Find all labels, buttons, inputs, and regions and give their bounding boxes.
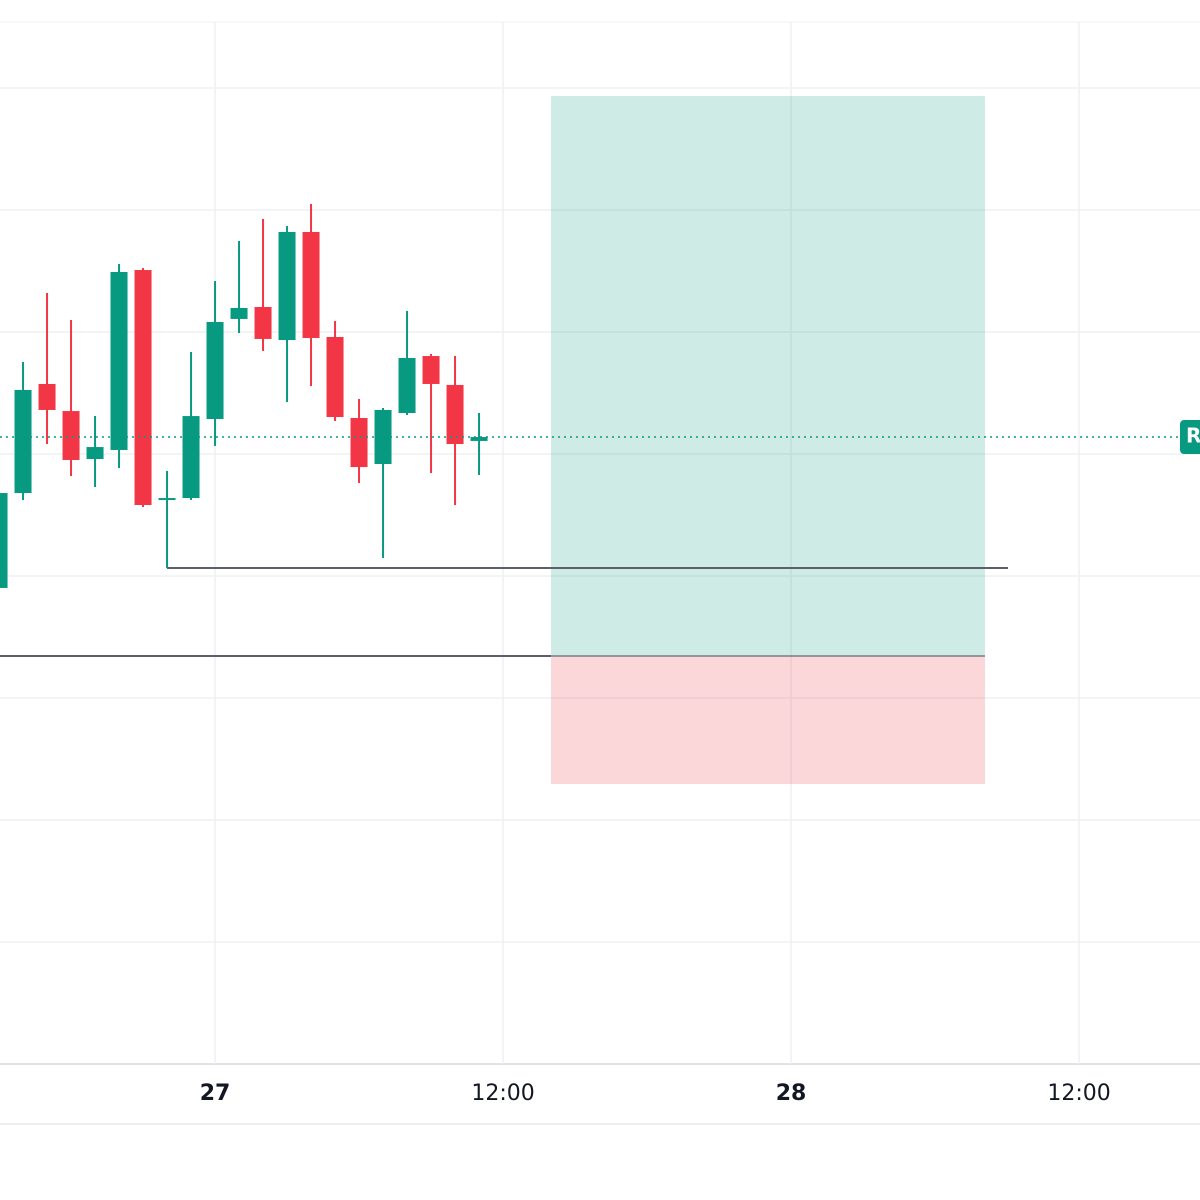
candle-body: [278, 231, 296, 341]
candle-body: [110, 271, 128, 450]
candle-body: [230, 307, 248, 319]
candle-body: [254, 306, 272, 339]
candle-body: [422, 356, 440, 384]
x-tick-label: 12:00: [471, 1081, 534, 1106]
candle-body: [182, 416, 200, 499]
candle-body: [38, 383, 56, 410]
candle-body: [134, 270, 152, 505]
x-tick-label: 27: [200, 1081, 231, 1106]
x-tick-label: 12:00: [1047, 1081, 1110, 1106]
candle-body: [14, 389, 32, 494]
candle-body: [86, 447, 104, 460]
candle-body: [206, 321, 224, 419]
candle-body: [374, 409, 392, 465]
candle-body: [398, 357, 416, 414]
candle-body: [470, 437, 488, 441]
candle-body: [446, 384, 464, 444]
price-tag-label: R: [1186, 424, 1200, 448]
target-zone: [551, 96, 985, 657]
x-tick-label: 28: [776, 1081, 807, 1106]
candle-body: [62, 411, 80, 460]
candle-body: [350, 418, 368, 468]
candle-body: [302, 231, 320, 338]
price-tag: [1180, 420, 1200, 455]
candle-body: [158, 498, 176, 501]
candle-body: [0, 493, 8, 588]
candle-body: [326, 337, 344, 418]
stop-zone: [551, 656, 985, 785]
